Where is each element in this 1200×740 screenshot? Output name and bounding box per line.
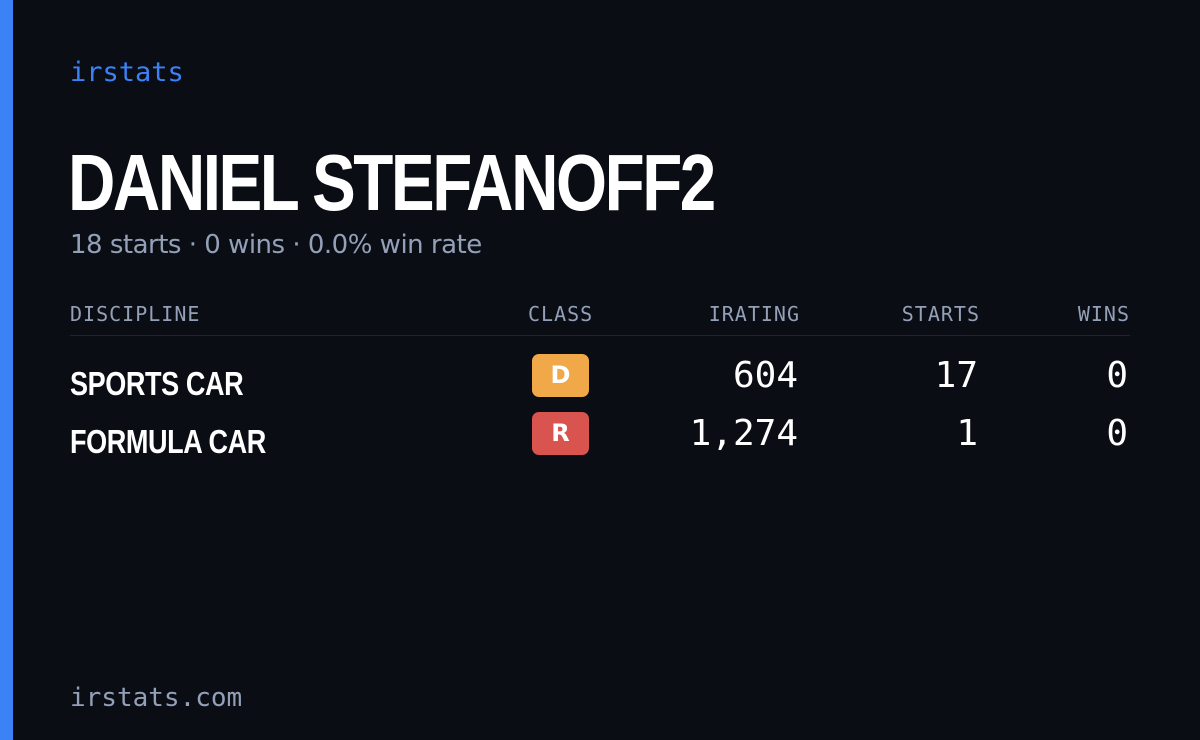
header-irating: IRATING xyxy=(708,302,800,326)
driver-name: DANIEL STEFANOFF2 xyxy=(68,138,716,227)
class-badge: D xyxy=(532,354,589,397)
irating-value: 1,274 xyxy=(689,413,798,454)
brand-logo: irstats xyxy=(70,57,184,88)
class-badge: R xyxy=(532,412,589,455)
accent-bar xyxy=(0,0,13,740)
discipline-label: SPORTS CAR xyxy=(70,365,244,402)
discipline-label: FORMULA CAR xyxy=(70,423,266,460)
footer-domain: irstats.com xyxy=(70,683,243,713)
stats-table: DISCIPLINE CLASS IRATING STARTS WINS SPO… xyxy=(70,296,1130,466)
table-row: FORMULA CAR R 1,274 1 0 xyxy=(70,408,1130,466)
header-discipline: DISCIPLINE xyxy=(70,302,201,326)
starts-value: 1 xyxy=(956,413,978,454)
table-row: SPORTS CAR D 604 17 0 xyxy=(70,350,1130,408)
header-class: CLASS xyxy=(528,302,594,326)
driver-summary: 18 starts · 0 wins · 0.0% win rate xyxy=(70,230,482,260)
starts-value: 17 xyxy=(934,355,978,396)
wins-value: 0 xyxy=(1106,355,1128,396)
table-header: DISCIPLINE CLASS IRATING STARTS WINS xyxy=(70,296,1130,336)
irating-value: 604 xyxy=(732,355,798,396)
header-wins: WINS xyxy=(1077,302,1130,326)
wins-value: 0 xyxy=(1106,413,1128,454)
header-starts: STARTS xyxy=(901,302,980,326)
